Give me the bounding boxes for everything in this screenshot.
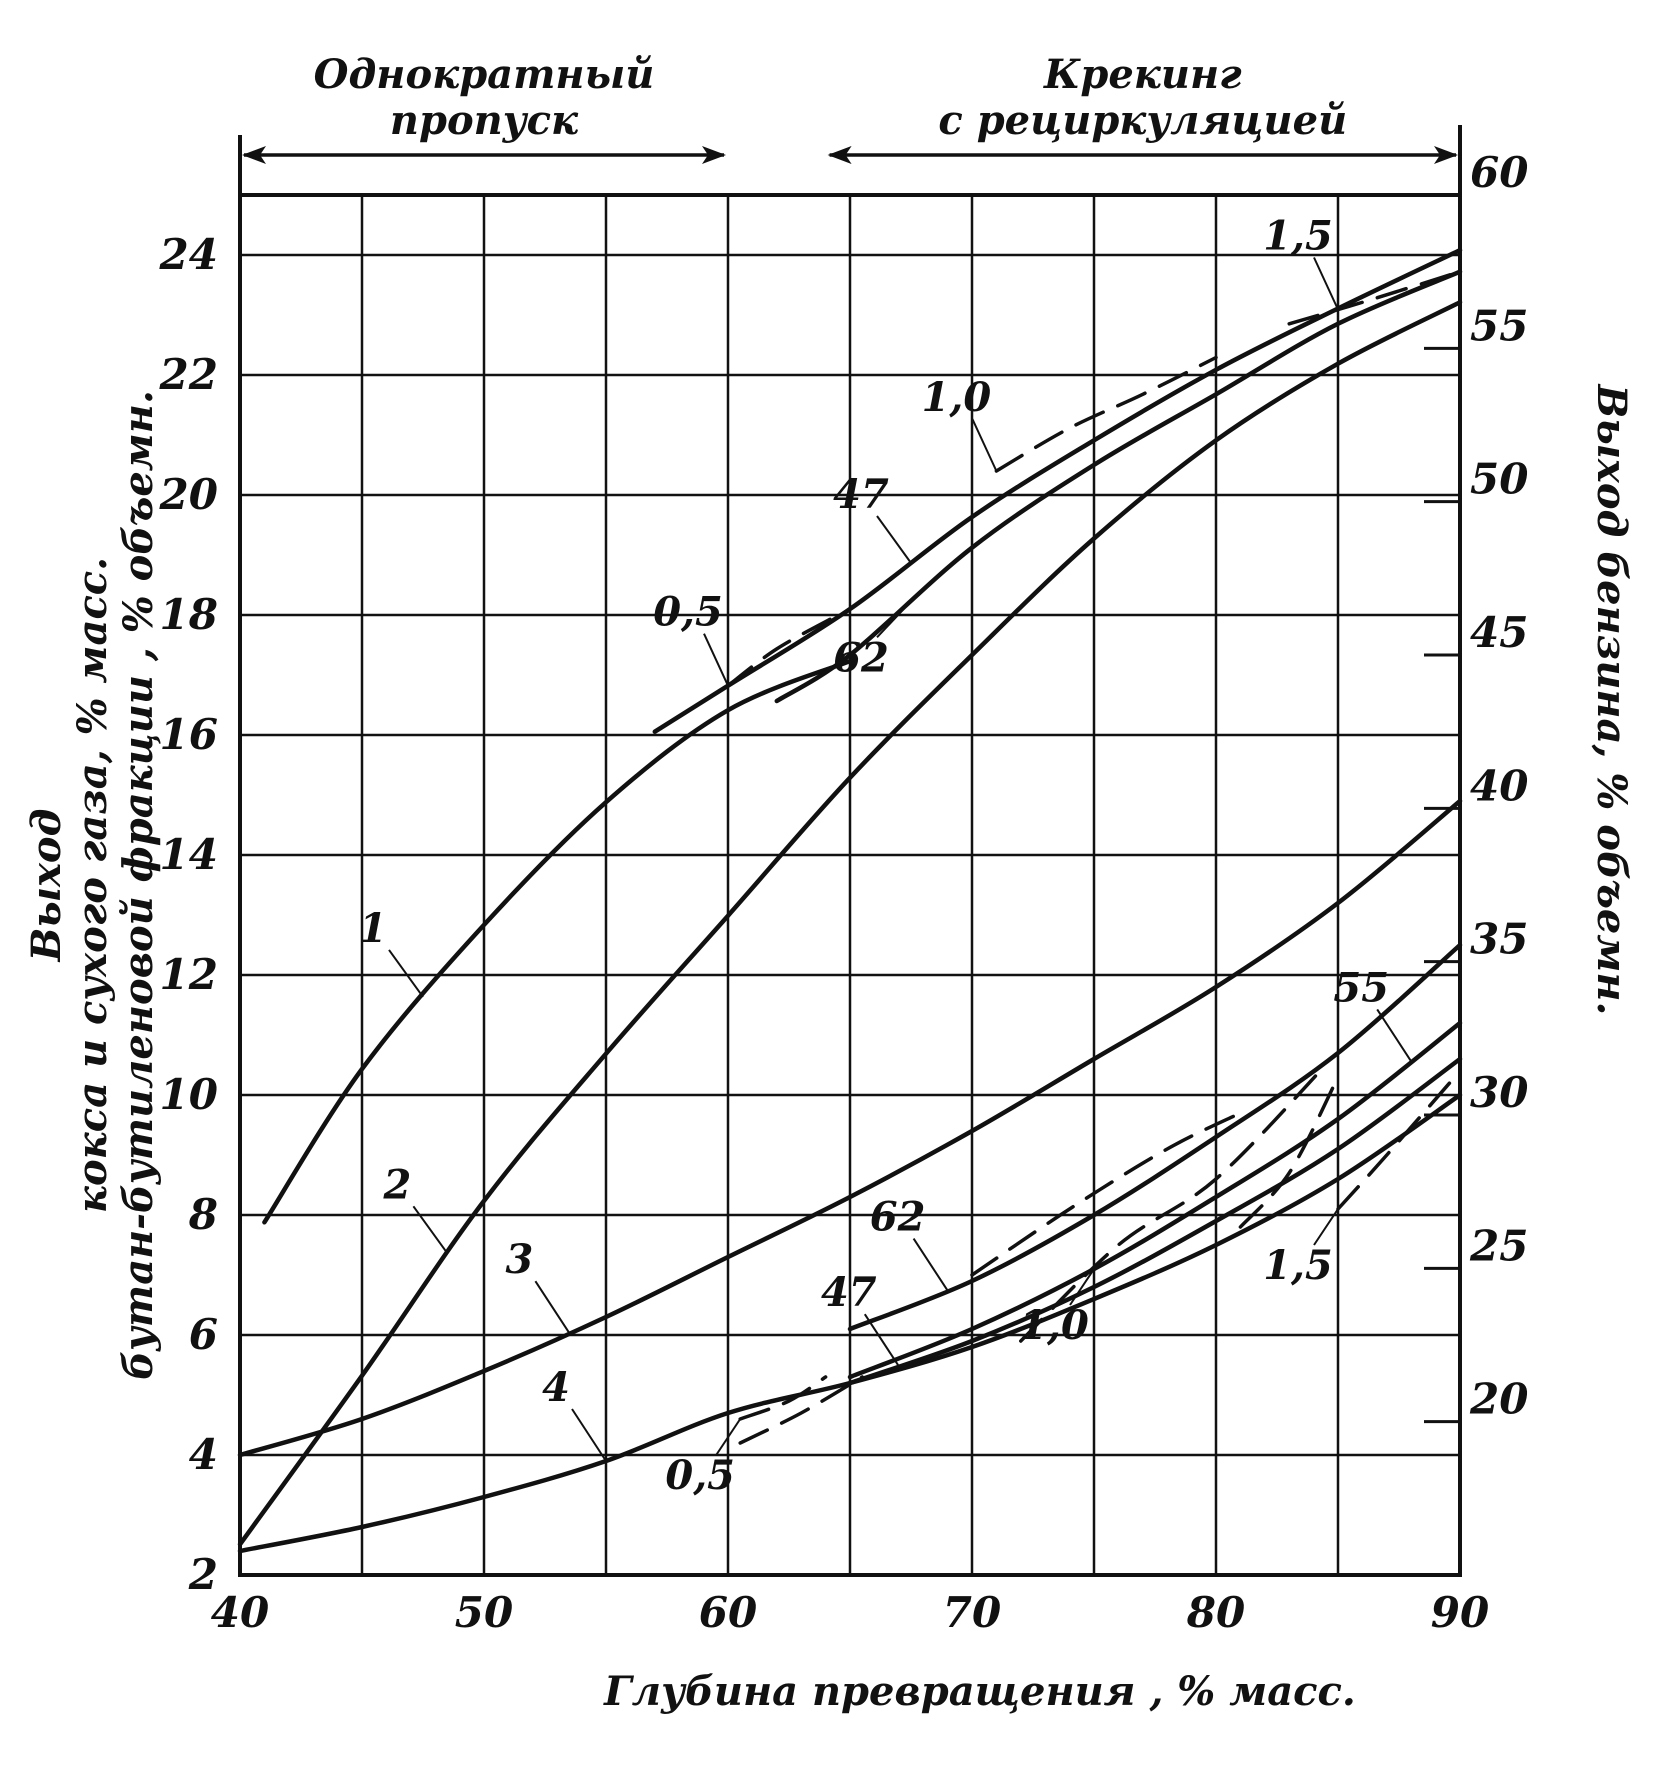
series-line	[726, 613, 840, 688]
series-line	[237, 300, 1463, 1547]
x-tick-label: 40	[211, 1588, 269, 1637]
series-line	[1287, 269, 1462, 326]
y-right-tick-label: 55	[1470, 301, 1528, 350]
y-left-axis-title-line: бутан-бутиленовой фракции , % объемн.	[115, 390, 162, 1380]
label-leader-line	[412, 1205, 449, 1254]
axis-titles: Глубина превращения , % масс. Выход кокса …	[23, 384, 1635, 1715]
label-leader-line	[1313, 1208, 1339, 1246]
curve-label: 4	[542, 1364, 570, 1411]
curve-label: 1	[359, 905, 387, 952]
curve-label: 47	[821, 1269, 877, 1316]
label-leader-line	[571, 1408, 607, 1462]
curve-label: 55	[1333, 964, 1389, 1011]
y-left-tick-label: 10	[160, 1070, 218, 1119]
y-left-tick-label: 18	[160, 590, 218, 639]
y-left-axis-title: Выход кокса и сухого газа, % масс. бутан-б…	[23, 390, 162, 1380]
curve-label: 2	[382, 1161, 411, 1208]
axes: 40 50 60 70 80 902468101214161820222420253035…	[159, 125, 1528, 1637]
curve-label: 62	[833, 634, 889, 681]
regime-label: Однократный	[314, 51, 655, 98]
curve-label: 1,5	[1263, 1242, 1333, 1289]
y-right-tick-label: 45	[1470, 608, 1528, 657]
y-left-tick-label: 20	[159, 470, 218, 519]
y-left-tick-label: 2	[188, 1550, 218, 1599]
y-right-tick-label: 35	[1470, 915, 1528, 964]
label-leader-line	[388, 949, 424, 998]
curve-label: 3	[505, 1236, 533, 1283]
x-tick-label: 70	[943, 1588, 1001, 1637]
series-group	[237, 247, 1463, 1554]
series-line	[847, 1056, 1463, 1386]
y-left-tick-label: 8	[188, 1190, 218, 1239]
series-line	[847, 942, 1463, 1332]
y-right-tick-label: 60	[1470, 148, 1528, 197]
y-right-axis-title: Выход бензина, % объемн.	[1588, 384, 1635, 1016]
x-tick-label: 80	[1186, 1588, 1245, 1637]
x-tick-label: 90	[1431, 1588, 1489, 1637]
y-left-tick-label: 14	[160, 830, 218, 879]
label-leader-line	[876, 515, 912, 564]
y-right-tick-label: 50	[1470, 455, 1528, 504]
x-tick-label: 50	[455, 1588, 513, 1637]
label-leader-line	[1313, 257, 1339, 310]
label-leader-line	[971, 418, 998, 472]
curve-labels: 1 2 47 62 0,5 1,0 1,5 3 4 62 55 47 0,5 1,0 1,5	[359, 212, 1413, 1499]
y-left-tick-label: 22	[159, 350, 218, 399]
curve-label: 1,0	[1019, 1302, 1089, 1349]
label-leader-line	[1069, 1268, 1095, 1306]
y-left-axis-title-line: Выход	[23, 809, 70, 963]
y-left-tick-label: 24	[159, 230, 218, 279]
curve-label: 47	[833, 471, 889, 518]
series-line	[1019, 1063, 1328, 1343]
label-leader-line	[876, 600, 912, 639]
curve-label: 0,5	[665, 1452, 735, 1499]
label-leader-line	[715, 1418, 742, 1456]
series-line	[738, 1375, 828, 1421]
series-line	[774, 269, 1463, 704]
curve-label: 0,5	[653, 589, 723, 636]
y-right-tick-label: 30	[1470, 1068, 1528, 1117]
series-line	[262, 658, 853, 1225]
x-axis-title: Глубина превращения , % масс.	[603, 1668, 1356, 1715]
series-line	[970, 1111, 1243, 1277]
label-leader-line	[912, 1238, 949, 1292]
curve-label: 1,0	[922, 374, 992, 421]
y-left-tick-label: 12	[160, 950, 218, 999]
y-left-tick-label: 4	[189, 1430, 218, 1479]
series-line	[652, 247, 1463, 734]
x-tick-label: 60	[699, 1588, 757, 1637]
series-line	[847, 1020, 1463, 1380]
curve-label: 1,5	[1263, 212, 1333, 259]
plot-frame	[238, 193, 1462, 1577]
series-line	[1336, 1069, 1462, 1211]
y-left-tick-label: 16	[160, 710, 218, 759]
y-right-tick-label: 20	[1469, 1375, 1528, 1424]
series-line	[994, 355, 1218, 473]
curve-label: 62	[870, 1194, 926, 1241]
y-left-tick-label: 6	[189, 1310, 218, 1359]
label-leader-line	[863, 1313, 900, 1367]
label-leader-line	[1376, 1008, 1413, 1062]
y-left-axis-title-line: кокса и сухого газа, % масс.	[69, 557, 116, 1213]
regime-label: пропуск	[390, 97, 579, 144]
regime-label: с рециркуляцией	[938, 97, 1347, 144]
series-line	[738, 1375, 864, 1445]
y-right-tick-label: 40	[1470, 761, 1528, 810]
series-line	[1238, 1075, 1340, 1229]
regime-label: Крекинг	[1043, 51, 1242, 98]
label-leader-line	[534, 1280, 571, 1334]
y-right-tick-label: 25	[1469, 1221, 1528, 1270]
series-line	[237, 798, 1463, 1458]
label-leader-line	[703, 633, 729, 687]
